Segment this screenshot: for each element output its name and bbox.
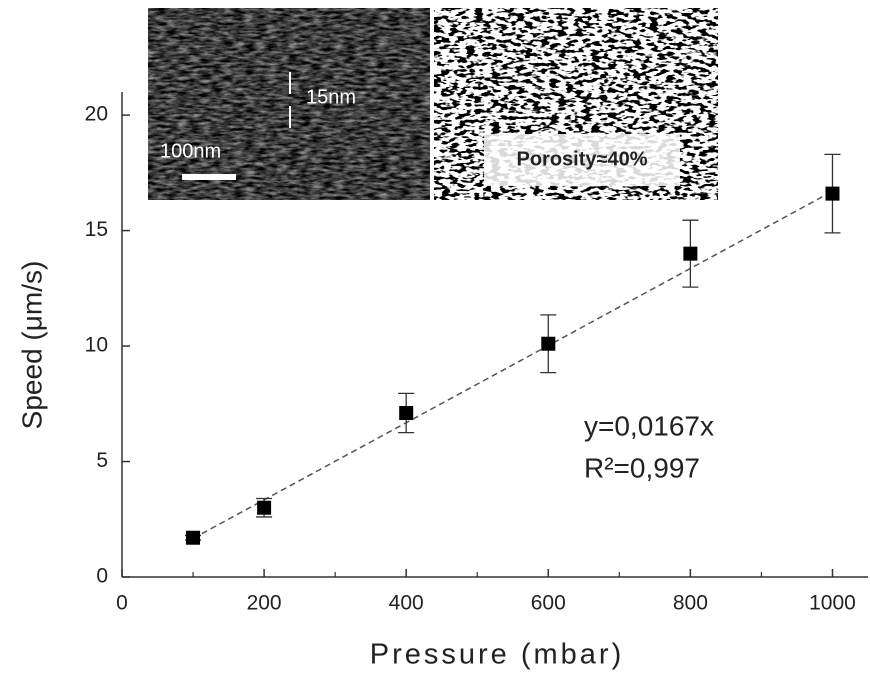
inset-right: Porosity≈40% [434, 8, 718, 200]
y-tick-label: 15 [85, 218, 108, 241]
fit-line [192, 190, 833, 540]
y-tick-label: 10 [85, 334, 108, 357]
y-axis-label: Speed (μm/s) [16, 261, 47, 430]
y-tick-label: 20 [85, 103, 108, 126]
x-tick-label: 0 [116, 592, 128, 615]
data-point [541, 336, 556, 351]
data-point [825, 186, 840, 201]
inset-label: 15nm [306, 86, 356, 108]
x-tick-label: 400 [389, 592, 424, 615]
inset-label: Porosity≈40% [516, 148, 647, 170]
y-tick-label: 0 [96, 565, 108, 588]
y-tick-label: 5 [96, 449, 108, 472]
x-tick-label: 800 [673, 592, 708, 615]
x-axis-label: Pressure (mbar) [370, 639, 625, 671]
data-point [683, 246, 698, 261]
data-point [257, 500, 272, 515]
inset-left: 15nm 100nm [148, 8, 430, 200]
scale-label: 100nm [160, 140, 221, 162]
x-tick-label: 600 [531, 592, 566, 615]
data-point [399, 406, 414, 421]
annotation: R²=0,997 [584, 452, 700, 483]
x-tick-label: 1000 [809, 592, 856, 615]
x-tick-label: 200 [247, 592, 282, 615]
data-point [186, 530, 201, 545]
annotation: y=0,0167x [584, 410, 714, 441]
